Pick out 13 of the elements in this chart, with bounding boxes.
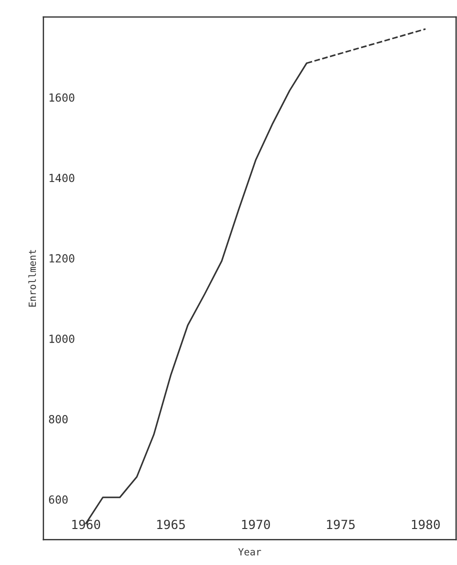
x-tick-label: 1975 [327, 520, 355, 530]
y-tick-label: 800 [48, 414, 68, 424]
y-tick-label: 1000 [50, 334, 74, 343]
x-axis-title: Year [238, 548, 262, 556]
x-tick-label: 1960 [72, 520, 100, 530]
y-tick-label: 1200 [50, 254, 74, 263]
x-tick-label: 1970 [242, 520, 270, 530]
x-tick-label: 1980 [412, 520, 440, 530]
y-tick-label: 600 [49, 495, 68, 504]
y-tick-label: 1400 [50, 174, 74, 182]
y-tick-label: 1600 [50, 93, 74, 102]
y-axis-title: Enrollment [28, 250, 36, 307]
x-tick-label: 1965 [157, 520, 185, 530]
